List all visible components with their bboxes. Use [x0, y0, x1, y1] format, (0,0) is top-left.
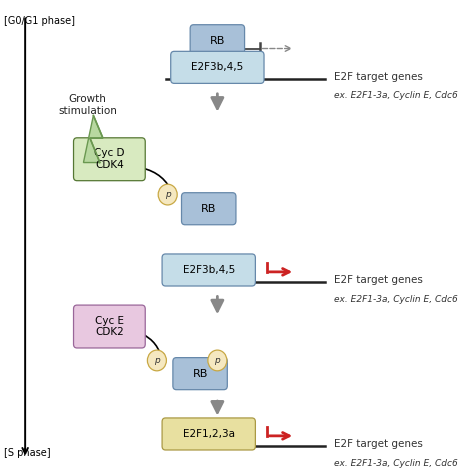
Text: E2F target genes: E2F target genes [334, 439, 423, 449]
Text: [G0/G1 phase]: [G0/G1 phase] [3, 16, 74, 26]
Text: p: p [165, 190, 171, 199]
Circle shape [158, 184, 177, 205]
Text: Cyc D
CDK4: Cyc D CDK4 [94, 148, 125, 170]
FancyBboxPatch shape [173, 357, 228, 390]
Text: p: p [215, 356, 220, 365]
FancyBboxPatch shape [182, 193, 236, 225]
Text: ex. E2F1-3a, Cyclin E, Cdc6: ex. E2F1-3a, Cyclin E, Cdc6 [334, 91, 458, 100]
Text: E2F target genes: E2F target genes [334, 72, 423, 82]
FancyBboxPatch shape [162, 418, 255, 450]
Text: RB: RB [201, 204, 217, 214]
FancyBboxPatch shape [171, 51, 264, 83]
Text: E2F3b,4,5: E2F3b,4,5 [191, 63, 244, 73]
Polygon shape [83, 116, 103, 163]
Text: RB: RB [210, 36, 225, 46]
Text: Cyc E
CDK2: Cyc E CDK2 [95, 316, 124, 337]
FancyBboxPatch shape [190, 25, 245, 58]
Text: ex. E2F1-3a, Cyclin E, Cdc6: ex. E2F1-3a, Cyclin E, Cdc6 [334, 295, 458, 304]
Circle shape [147, 350, 166, 371]
Text: p: p [154, 356, 160, 365]
Text: ex. E2F1-3a, Cyclin E, Cdc6: ex. E2F1-3a, Cyclin E, Cdc6 [334, 459, 458, 468]
FancyBboxPatch shape [162, 254, 255, 286]
FancyBboxPatch shape [73, 138, 145, 181]
Text: RB: RB [192, 369, 208, 379]
Text: E2F1,2,3a: E2F1,2,3a [183, 429, 235, 439]
FancyBboxPatch shape [73, 305, 145, 348]
Text: E2F3b,4,5: E2F3b,4,5 [182, 265, 235, 275]
Text: [S phase]: [S phase] [3, 448, 50, 458]
Text: E2F target genes: E2F target genes [334, 275, 423, 285]
Circle shape [208, 350, 227, 371]
Text: Growth
stimulation: Growth stimulation [58, 94, 117, 116]
